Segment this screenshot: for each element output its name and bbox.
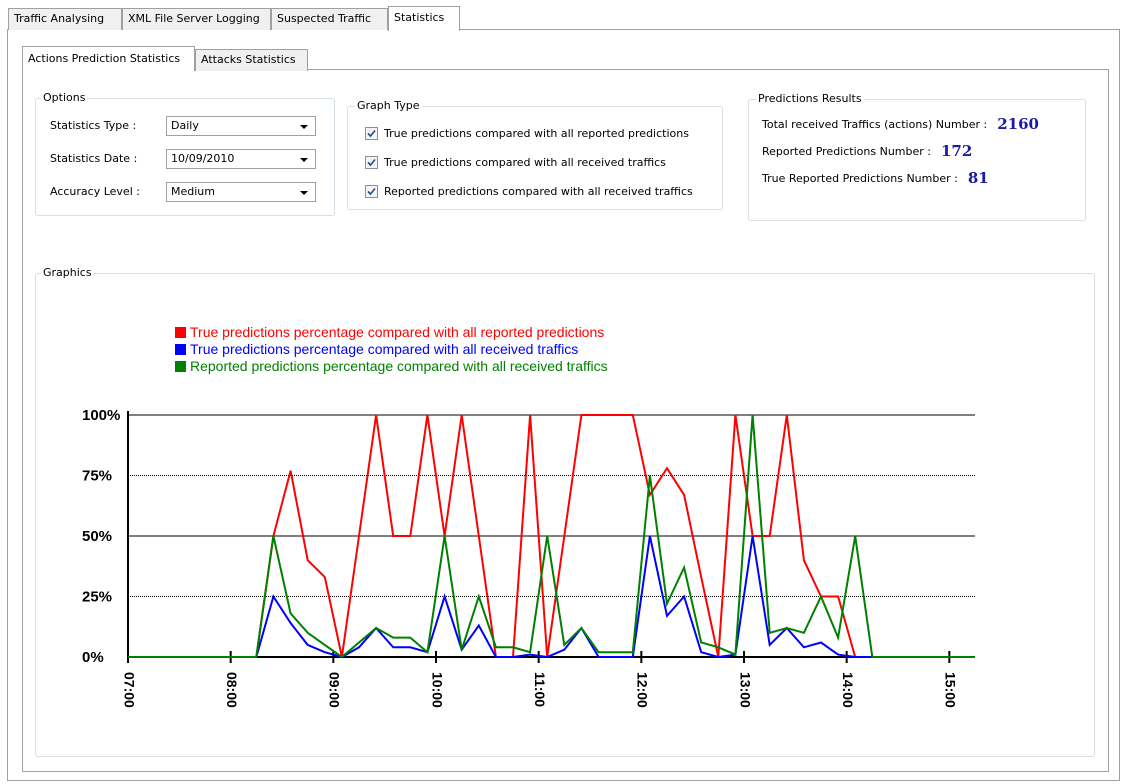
x-tick-label: 15:00 [943,672,959,708]
result-label: Reported Predictions Number : [762,145,931,158]
results-group [748,99,1086,221]
x-tick-label: 13:00 [737,672,753,708]
check-mark [367,187,376,196]
y-tick-label: 100% [82,407,120,424]
tab[interactable]: Statistics [388,6,460,31]
group-title: Options [41,91,88,104]
combo-box[interactable]: Daily [166,116,316,136]
checkbox[interactable] [365,156,378,169]
tab[interactable]: Suspected Traffic [271,8,388,30]
result-value: 172 [940,142,973,160]
tab[interactable]: Traffic Analysing [8,8,122,30]
field-label: Statistics Type : [50,119,137,132]
group-title: Graph Type [355,99,422,112]
combo-box[interactable]: 10/09/2010 [166,149,316,169]
tab[interactable]: XML File Server Logging [122,8,271,30]
check-mark [367,158,376,167]
check-mark [367,129,376,138]
graphics-group [35,273,1095,757]
x-tick-label: 10:00 [429,672,445,708]
field-label: Statistics Date : [50,152,138,165]
x-tick-label: 12:00 [635,672,651,708]
series-line [128,414,975,659]
x-tick-label: 07:00 [121,672,137,708]
checkbox-label: True predictions compared with all repor… [384,127,689,140]
result-label: Total received Traffics (actions) Number… [762,118,988,131]
sub-tab[interactable]: Actions Prediction Statistics [22,46,195,71]
result-value: 2160 [997,115,1039,133]
checkbox[interactable] [365,185,378,198]
legend-swatch [175,344,186,355]
y-tick-label: 0% [82,649,104,666]
result-value: 81 [967,169,989,187]
graph-type-group [347,106,723,210]
checkbox-label: Reported predictions compared with all r… [384,185,693,198]
group-title: Graphics [41,266,94,279]
legend-label: True predictions percentage compared wit… [190,341,578,357]
x-tick-label: 09:00 [327,672,343,708]
y-tick-label: 50% [82,528,112,545]
x-tick-label: 14:00 [840,672,856,708]
options-group [35,98,335,216]
checkbox-label: True predictions compared with all recei… [384,156,666,169]
series-line [128,414,975,658]
result-label: True Reported Predictions Number : [762,172,958,185]
legend-label: Reported predictions percentage compared… [190,358,608,374]
x-tick-label: 11:00 [532,672,548,707]
legend-swatch [175,327,186,338]
x-tick-label: 08:00 [224,672,240,708]
checkbox[interactable] [365,127,378,140]
combo-box[interactable]: Medium [166,182,316,202]
y-tick-label: 25% [82,589,112,606]
group-title: Predictions Results [756,92,864,105]
field-label: Accuracy Level : [50,185,140,198]
legend-swatch [175,361,186,372]
series-line [128,535,975,659]
sub-tab[interactable]: Attacks Statistics [195,49,308,71]
y-tick-label: 75% [82,468,112,485]
legend-label: True predictions percentage compared wit… [190,324,604,340]
